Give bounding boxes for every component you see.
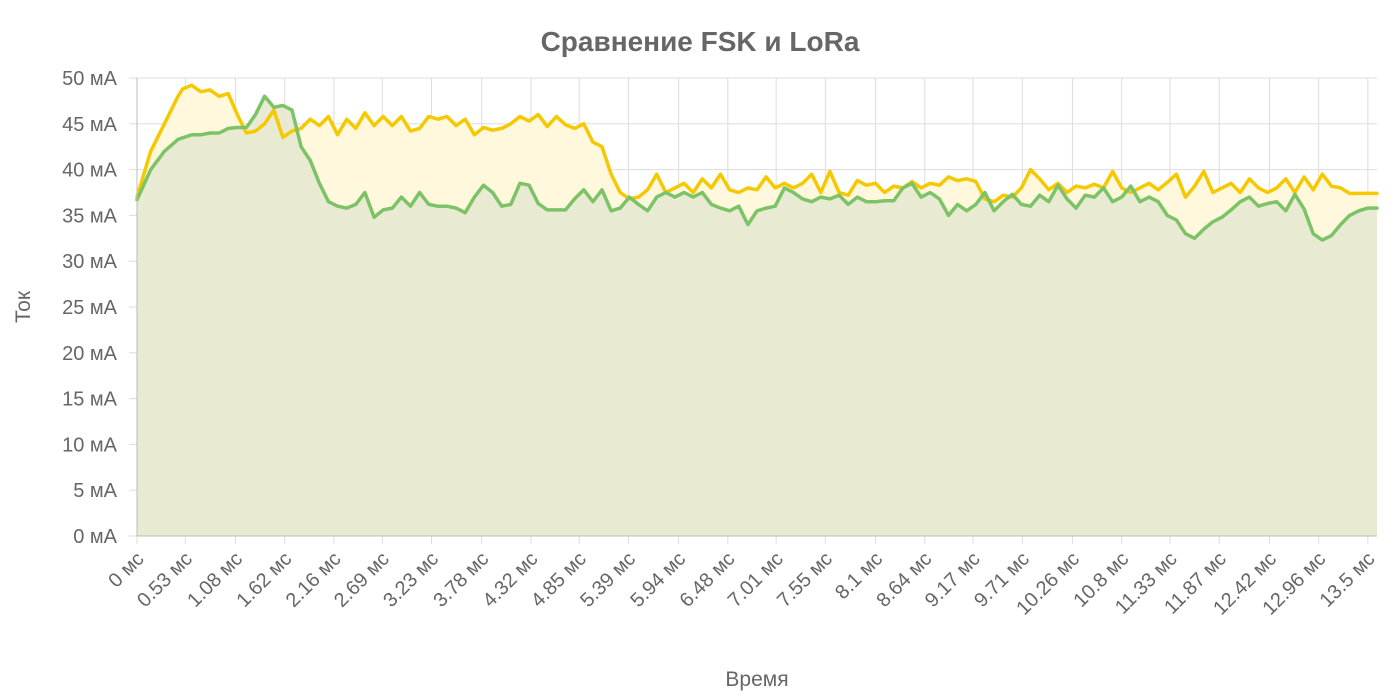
x-tick-label: 5.39 мс [576, 548, 640, 612]
y-axis-title: Ток [12, 290, 35, 323]
y-tick-label: 0 мА [73, 526, 117, 548]
y-tick-label: 20 мА [62, 343, 118, 365]
series-areas [137, 85, 1377, 537]
y-tick-label: 25 мА [62, 297, 118, 319]
y-tick-label: 30 мА [62, 251, 118, 273]
y-tick-label: 35 мА [62, 205, 118, 227]
x-tick-label: 3.23 мс [379, 548, 443, 612]
y-tick-label: 15 мА [62, 389, 118, 411]
chart-title: Сравнение FSK и LoRa [541, 26, 860, 57]
x-tick-label: 0 мс [104, 548, 148, 592]
y-tick-label: 45 мА [62, 114, 118, 136]
x-axis-title: Время [725, 668, 788, 691]
y-tick-label: 50 мА [62, 68, 118, 90]
x-tick-label: 7.55 мс [773, 548, 837, 612]
series-lines [135, 83, 1379, 242]
x-tick-label: 13.5 мс [1316, 548, 1380, 612]
series-2-line [135, 94, 1379, 242]
x-tick-label: 0.53 мс [133, 548, 197, 612]
y-tick-label: 5 мА [73, 480, 117, 502]
series-1-line [135, 83, 1379, 204]
y-tick-labels: 0 мА 5 мА 10 мА 15 мА 20 мА 25 мА 30 мА 35 мА 40… [62, 68, 118, 548]
y-tick-label: 10 мА [62, 434, 118, 456]
y-tick-label: 40 мА [62, 160, 118, 182]
x-tick-labels: 0 мс0.53 мс1.08 мс1.62 мс2.16 мс2.69 мс3… [104, 548, 1379, 620]
axes [136, 78, 1377, 537]
